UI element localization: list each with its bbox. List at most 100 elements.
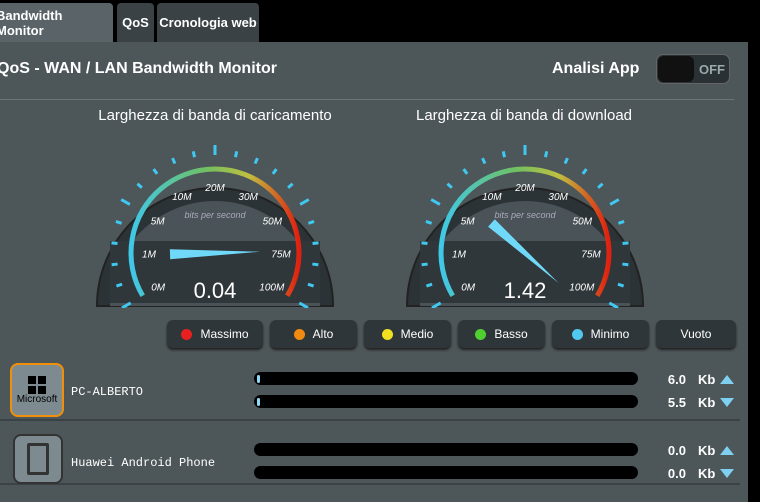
download-value: 5.5	[667, 395, 686, 410]
gauge-tick	[617, 282, 625, 288]
gauge-scale-label: 10M	[172, 192, 192, 203]
gauge-tick	[298, 301, 309, 308]
gauge-tick	[307, 220, 315, 225]
device-name: PC-ALBERTO	[71, 385, 144, 399]
legend-minimo: Minimo	[552, 320, 649, 348]
legend-label: Alto	[312, 327, 334, 341]
gauge-tick	[563, 157, 569, 165]
legend-massimo: Massimo	[167, 320, 263, 348]
upload-unit: Kb	[698, 372, 716, 387]
download-value: 0.0	[667, 466, 686, 481]
gauge-tick	[597, 182, 604, 189]
gauge-tick	[307, 282, 315, 288]
gauge-tick	[234, 150, 239, 158]
upload-value: 0.0	[667, 443, 686, 458]
upload-gauge: 0M 1M 5M 10M 20M 30M 50M 75M 100M bits per second…	[95, 145, 335, 308]
gauge-scale-label: 20M	[204, 183, 225, 194]
gauge-tick	[431, 301, 442, 308]
gauge-arc	[128, 166, 302, 298]
legend-label: Basso	[494, 327, 528, 341]
gauge-scale-label: 1M	[452, 250, 467, 261]
gauge-arc	[438, 166, 612, 298]
download-unit: Kb	[698, 466, 716, 481]
legend-label: Vuoto	[680, 327, 712, 341]
gauge-scale-label: 0M	[461, 283, 476, 294]
app-analysis-label: Analisi App	[552, 60, 640, 77]
gauge-tick	[608, 301, 619, 308]
upload-gauge-title: Larghezza di banda di caricamento	[98, 107, 332, 124]
download-bar	[254, 466, 638, 479]
gauge-needle	[488, 219, 559, 283]
arrow-down-icon	[720, 469, 734, 478]
gauge-tick	[271, 168, 278, 175]
gauge-tick	[544, 150, 549, 158]
gauge-tick	[421, 241, 428, 245]
gauge-scale-label: 1M	[142, 250, 157, 261]
gauge-tick	[481, 157, 487, 165]
microsoft-icon[interactable]: Microsoft	[10, 363, 64, 417]
gauge-tick	[121, 301, 132, 308]
gauge-value: 0.04	[194, 278, 237, 303]
app-analysis-toggle[interactable]: OFF	[656, 54, 730, 84]
legend-dot	[181, 328, 193, 340]
gauge-tick	[312, 241, 319, 245]
gauge-tick	[581, 168, 588, 175]
gauge-scale-label: 100M	[259, 283, 285, 294]
gauge-tick	[421, 262, 428, 267]
upload-value: 6.0	[667, 372, 686, 387]
phone-icon[interactable]	[13, 434, 63, 484]
legend-label: Medio	[400, 327, 434, 341]
arrow-down-icon	[720, 398, 734, 407]
gauge-scale-label: 50M	[573, 216, 593, 227]
gauge-tick	[430, 198, 441, 206]
legend-alto: Alto	[270, 320, 357, 348]
download-unit: Kb	[698, 395, 716, 410]
gauge-tick	[287, 182, 294, 189]
legend-dot	[475, 328, 487, 340]
upload-bar	[254, 372, 638, 385]
gauge-tick	[446, 182, 453, 189]
gauge-tick	[501, 150, 506, 158]
gauge-tick	[622, 262, 629, 267]
gauge-tick	[120, 198, 131, 206]
gauge-tick	[191, 150, 196, 158]
gauge-tick	[171, 157, 177, 165]
gauge-tick	[609, 198, 620, 206]
legend-dot	[381, 328, 393, 340]
gauge-scale-label: 20M	[514, 183, 535, 194]
gauge-unit-label: bits per second	[184, 210, 246, 220]
device-name: Huawei Android Phone	[71, 456, 216, 470]
legend-dot	[571, 328, 583, 340]
legend-label: Minimo	[590, 327, 630, 341]
tab-cronologia-web[interactable]: Cronologia web	[157, 3, 259, 42]
gauge-scale-label: 75M	[581, 250, 601, 261]
legend-dot	[293, 328, 305, 340]
gauge-tick	[622, 241, 629, 245]
page-title: QoS - WAN / LAN Bandwidth Monitor	[0, 60, 277, 77]
gauge-scale-label: 5M	[151, 216, 166, 227]
gauge-tick	[425, 282, 433, 288]
gauge-tick	[111, 262, 118, 267]
upload-bar	[254, 443, 638, 456]
divider	[0, 99, 734, 100]
icon-label: Microsoft	[16, 393, 58, 405]
gauge-scale-label: 30M	[238, 192, 258, 203]
tab-bandwidth-monitor[interactable]: Bandwidth Monitor	[0, 3, 113, 42]
download-gauge: 0M 1M 5M 10M 20M 30M 50M 75M 100M bits per second…	[405, 145, 645, 308]
gauge-tick	[253, 157, 259, 165]
tab-qos[interactable]: QoS	[117, 3, 154, 42]
gauge-tick	[136, 182, 143, 189]
gauge-scale-label: 0M	[151, 283, 166, 294]
gauge-scale-label: 100M	[569, 283, 595, 294]
gauge-needle	[169, 249, 260, 260]
arrow-up-icon	[720, 446, 734, 455]
legend-basso: Basso	[458, 320, 545, 348]
gauge-tick	[462, 168, 469, 175]
gauge-scale-label: 10M	[482, 192, 502, 203]
legend-vuoto: Vuoto	[656, 320, 736, 348]
gauge-tick	[617, 220, 625, 225]
gauge-tick	[299, 198, 310, 206]
gauge-tick	[312, 262, 319, 267]
gauge-value: 1.42	[504, 278, 547, 303]
device-row: Microsoft PC-ALBERTO 6.0 Kb 5.5 Kb	[0, 359, 740, 421]
